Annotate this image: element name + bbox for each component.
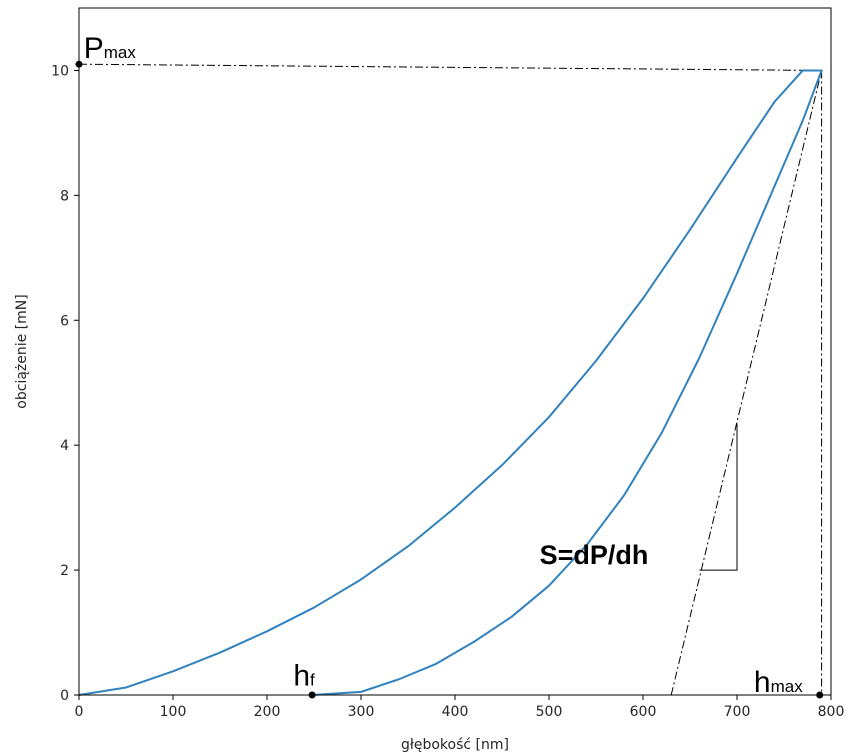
x-tick-label: 0 bbox=[75, 704, 84, 720]
y-axis-ticks: 0 2 4 6 8 10 bbox=[51, 63, 79, 704]
pmax-annotation-sub: max bbox=[104, 43, 137, 62]
unloading-tangent-line bbox=[670, 70, 823, 696]
x-tick-label: 500 bbox=[536, 704, 563, 720]
y-tick-label: 10 bbox=[51, 63, 69, 79]
pmax-annotation: Pmax bbox=[84, 32, 137, 65]
y-tick-label: 8 bbox=[60, 188, 69, 204]
plot-frame bbox=[78, 7, 832, 696]
series-layer bbox=[78, 69, 823, 696]
y-tick-label: 6 bbox=[60, 313, 69, 329]
marker-layer bbox=[75, 60, 824, 699]
series-line-2 bbox=[311, 69, 823, 696]
pmax-reference-line bbox=[78, 63, 822, 71]
hf-annotation-main: h bbox=[293, 660, 310, 693]
hmax-annotation-main: h bbox=[754, 666, 771, 699]
y-tick-label: 2 bbox=[60, 563, 69, 579]
x-tick-label: 800 bbox=[818, 704, 845, 720]
x-axis-label: głębokość [nm] bbox=[401, 737, 509, 753]
x-tick-label: 100 bbox=[160, 704, 187, 720]
x-tick-label: 600 bbox=[630, 704, 657, 720]
series-line-1 bbox=[78, 69, 823, 696]
slope-triangle bbox=[699, 423, 738, 571]
x-tick-label: 200 bbox=[254, 704, 281, 720]
x-axis-ticks: 0 100 200 300 400 500 600 700 800 bbox=[75, 695, 845, 720]
x-tick-label: 700 bbox=[724, 704, 751, 720]
y-tick-label: 4 bbox=[60, 438, 69, 454]
stiffness-annotation: S=dP/dh bbox=[540, 540, 649, 570]
hmax-annotation-sub: max bbox=[771, 677, 804, 696]
hf-annotation-sub: f bbox=[310, 671, 315, 690]
y-tick-label: 0 bbox=[60, 688, 69, 704]
y-axis-label: obciążenie [mN] bbox=[14, 294, 30, 408]
hmax-annotation: hmax bbox=[754, 666, 803, 699]
x-tick-label: 400 bbox=[442, 704, 469, 720]
hf-annotation: hf bbox=[293, 660, 315, 693]
x-tick-label: 300 bbox=[348, 704, 375, 720]
reference-lines bbox=[78, 63, 823, 696]
pmax-annotation-main: P bbox=[84, 32, 104, 65]
